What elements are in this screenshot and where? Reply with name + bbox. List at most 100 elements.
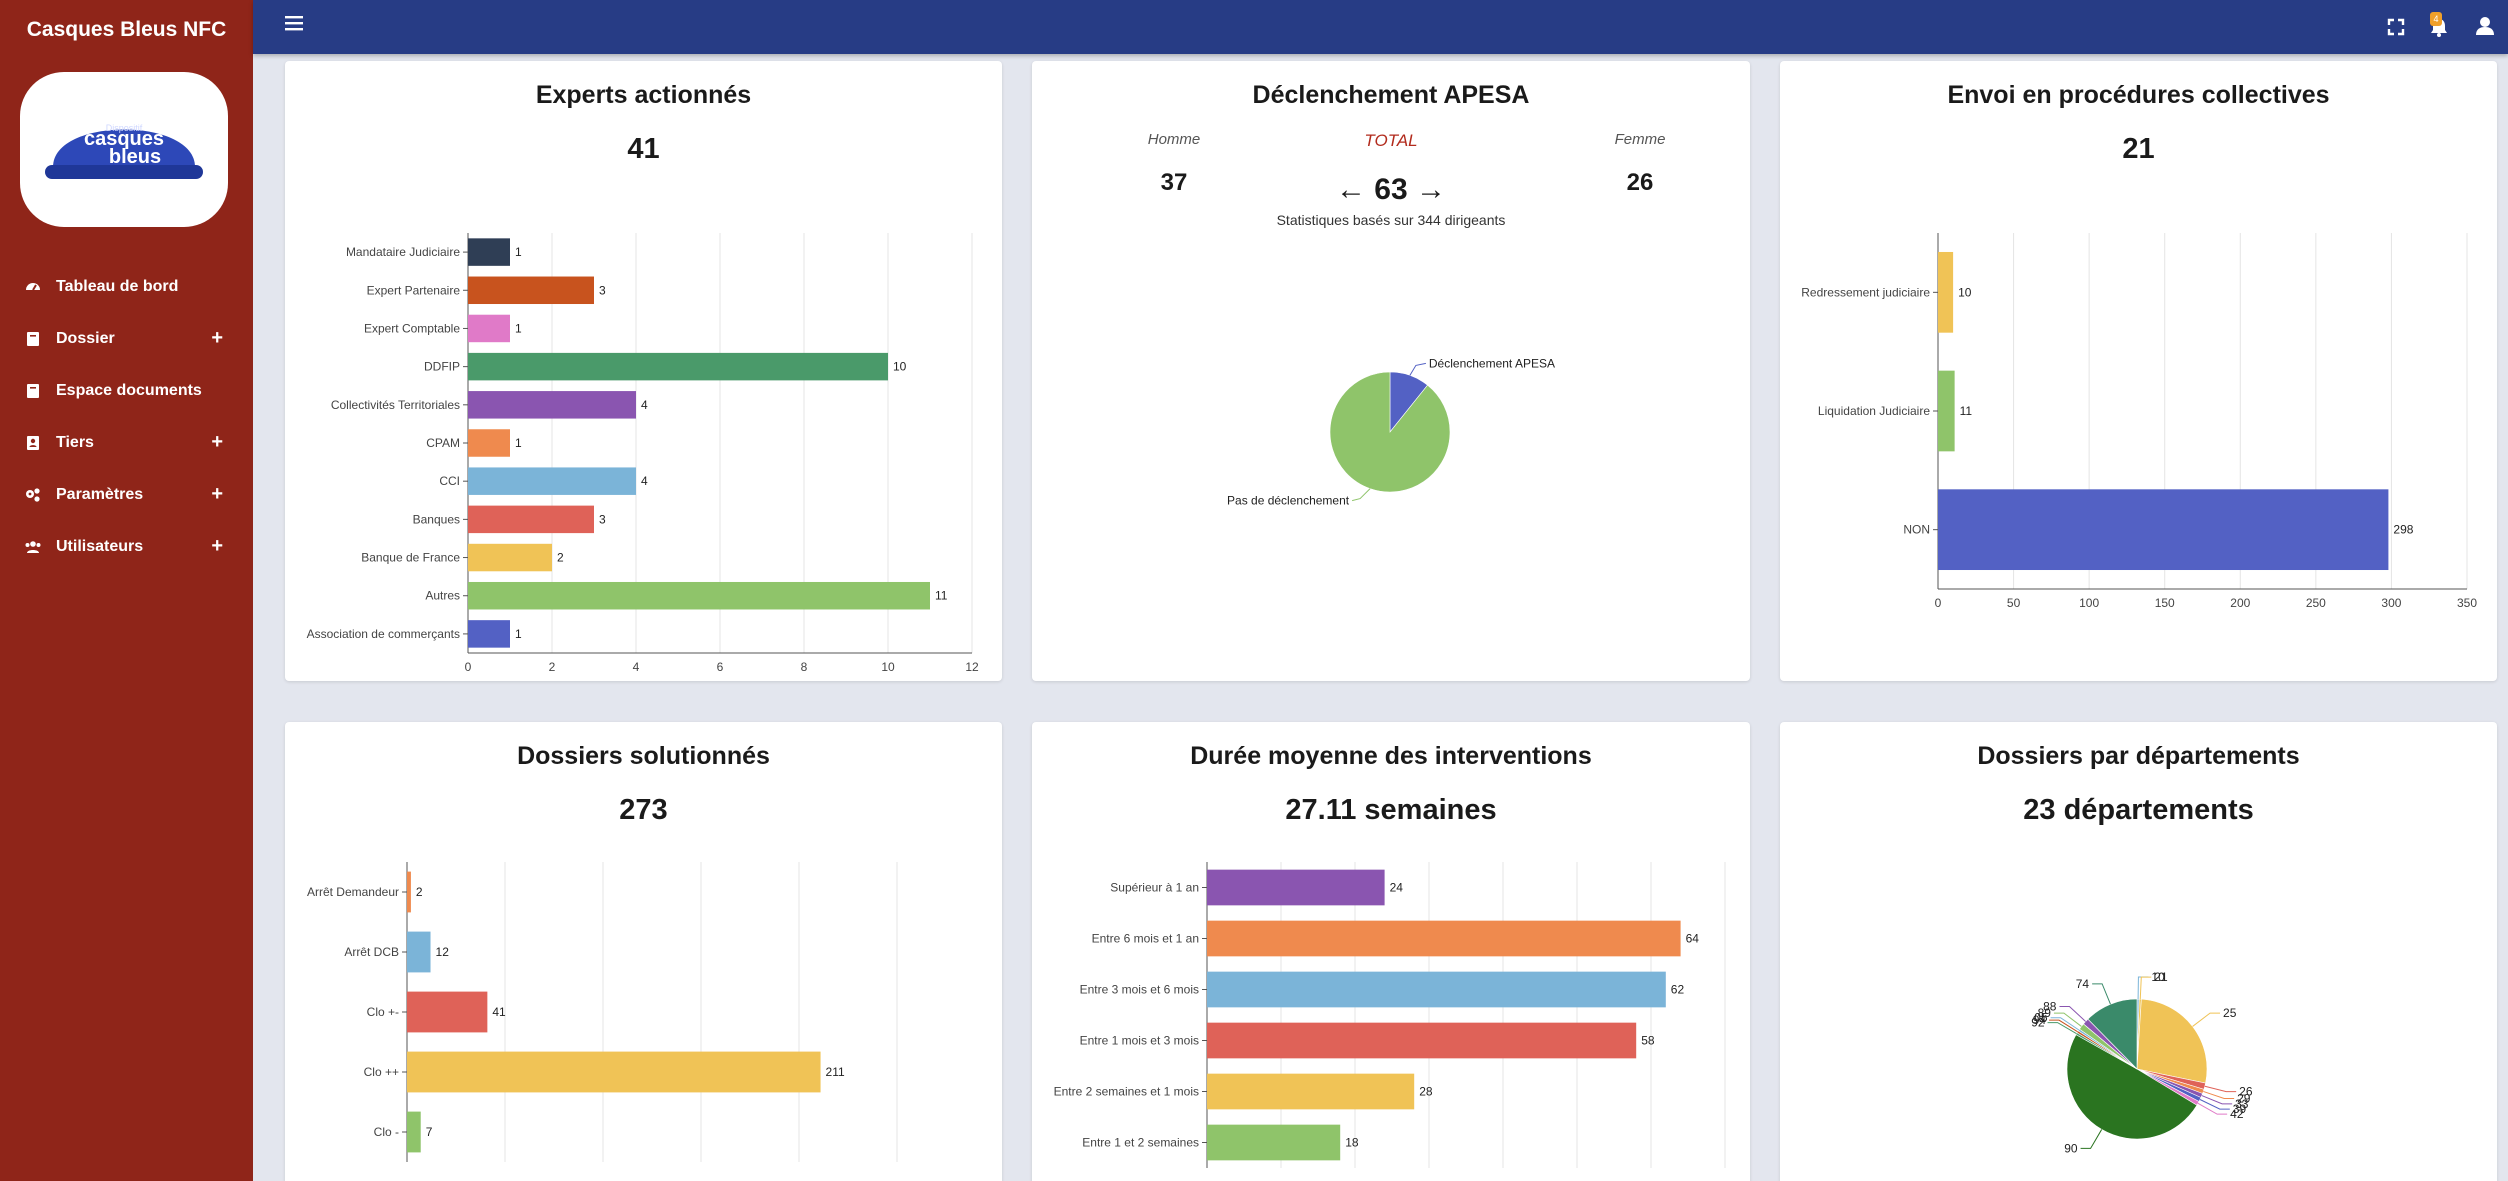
y-tick-label: Entre 1 et 2 semaines <box>1082 1136 1199 1150</box>
app-title: Casques Bleus NFC <box>26 18 227 41</box>
y-tick-label: Clo +- <box>367 1005 399 1019</box>
bar <box>1207 1022 1637 1059</box>
topbar <box>253 0 2508 54</box>
sidebar-item-espace-documents[interactable]: Espace documents <box>0 369 253 413</box>
users-icon <box>25 541 41 553</box>
bar-value-label: 7 <box>426 1125 433 1139</box>
bar <box>468 391 636 419</box>
y-tick-label: Entre 6 mois et 1 an <box>1092 932 1199 946</box>
sidebar-item-label: Espace documents <box>56 382 202 399</box>
sidebar-item-tableau-de-bord[interactable]: Tableau de bord <box>0 265 253 309</box>
hamburger-menu-icon[interactable] <box>284 14 304 32</box>
sidebar-item-label: Paramètres <box>56 486 144 503</box>
pie-label: 10 <box>2151 970 2165 984</box>
user-icon[interactable] <box>2475 16 2495 36</box>
y-tick-label: Autres <box>425 589 460 603</box>
bar-value-label: 211 <box>826 1065 845 1079</box>
expand-plus-icon[interactable]: + <box>211 431 223 453</box>
bar <box>407 1111 421 1153</box>
pie-label: 90 <box>2064 1141 2078 1155</box>
bar <box>1207 1073 1415 1110</box>
y-tick-label: Redressement judiciaire <box>1801 285 1930 299</box>
pie-label: Déclenchement APESA <box>1429 356 1555 370</box>
y-tick-label: Mandataire Judiciaire <box>346 245 460 259</box>
bar-value-label: 12 <box>436 945 450 959</box>
solutionnes-bar-chart: Arrêt Demandeur 2 Arrêt DCB 12 Clo +- 41 Clo +… <box>307 862 898 1162</box>
y-tick-label: Arrêt Demandeur <box>307 885 399 899</box>
expand-plus-icon[interactable]: + <box>211 535 223 557</box>
total-value: ← 63 → <box>1335 173 1447 206</box>
bar-value-label: 62 <box>1671 983 1685 997</box>
card-procedures: Envoi en procédures collectives 21 0 50 10… <box>1780 61 2497 681</box>
x-tick-label: 200 <box>2230 596 2250 610</box>
pie-label: 21 <box>2154 970 2168 984</box>
card-solutionnes: Dossiers solutionnés 273 Arrêt Demandeur… <box>285 722 1002 1181</box>
y-tick-label: NON <box>1903 523 1930 537</box>
pie-slice <box>1329 371 1451 493</box>
card-title: Durée moyenne des interventions <box>1190 742 1592 770</box>
expand-plus-icon[interactable]: + <box>211 483 223 505</box>
bar-value-label: 3 <box>599 283 606 297</box>
pie-leader-line <box>2080 1129 2103 1149</box>
x-tick-label: 4 <box>633 660 640 674</box>
x-tick-label: 100 <box>2079 596 2099 610</box>
card-title: Envoi en procédures collectives <box>1947 81 2330 109</box>
pie-leader-line <box>2050 1017 2080 1031</box>
bar-value-label: 4 <box>641 398 648 412</box>
bar-value-label: 64 <box>1686 932 1700 946</box>
sidebar-item-dossier[interactable]: Dossier + <box>0 317 253 361</box>
sidebar-item-label: Tiers <box>56 434 94 451</box>
duree-bar-chart: Supérieur à 1 an 24 Entre 6 mois et 1 an 64… <box>1054 862 1726 1168</box>
card-title: Dossiers par départements <box>1977 742 2300 770</box>
bar <box>468 467 636 495</box>
bar-value-label: 3 <box>599 512 606 526</box>
homme-value: 37 <box>1160 169 1188 196</box>
y-tick-label: Collectivités Territoriales <box>331 398 460 412</box>
bar-value-label: 10 <box>893 360 907 374</box>
pie-slice <box>2136 998 2208 1084</box>
sidebar-item-label: Tableau de bord <box>56 278 179 295</box>
pie-leader-line <box>2199 1099 2230 1110</box>
y-tick-label: DDFIP <box>424 360 460 374</box>
x-tick-label: 10 <box>881 660 895 674</box>
logo-small-text: Dispositif <box>106 123 143 133</box>
card-title: Experts actionnés <box>535 81 752 109</box>
pie-leader-line <box>1351 488 1371 502</box>
pie-label: 25 <box>2223 1006 2237 1020</box>
pie-label: 89 <box>2038 1006 2052 1020</box>
logo[interactable]: Dispositif casques bleus <box>20 72 228 227</box>
y-tick-label: Supérieur à 1 an <box>1110 881 1199 895</box>
pie-label: 94 <box>2033 1013 2047 1027</box>
apesa-pie-chart: Déclenchement APESA Pas de déclenchement <box>1227 356 1555 507</box>
y-tick-label: Banques <box>413 512 460 526</box>
logo-line1: casques <box>84 128 164 150</box>
pie-leader-line <box>2197 1102 2228 1115</box>
pie-leader-line <box>2139 976 2152 1000</box>
pie-leader-line <box>2204 1085 2237 1093</box>
x-tick-label: 0 <box>1935 596 1942 610</box>
sidebar-item-tiers[interactable]: Tiers + <box>0 421 253 465</box>
sidebar-item-utilisateurs[interactable]: Utilisateurs + <box>0 525 253 569</box>
card-apesa: Déclenchement APESA Homme 37 TOTAL ← 63 … <box>1032 61 1750 681</box>
y-tick-label: Expert Comptable <box>364 321 460 335</box>
pie-label: 42 <box>2230 1107 2244 1121</box>
bar-value-label: 2 <box>416 885 423 899</box>
logo-line2: bleus <box>109 146 161 168</box>
bar <box>1938 370 1955 452</box>
bar <box>1207 971 1666 1008</box>
pie-label: 88 <box>2043 1000 2057 1014</box>
pie-label: 29 <box>2237 1092 2251 1106</box>
y-tick-label: Clo - <box>374 1125 399 1139</box>
x-tick-label: 0 <box>465 660 472 674</box>
pie-label: 33 <box>2235 1097 2249 1111</box>
fullscreen-icon[interactable] <box>2387 18 2405 36</box>
bar <box>1938 251 1954 333</box>
pie-leader-line <box>2059 1006 2086 1022</box>
sidebar-item-param-tres[interactable]: Paramètres + <box>0 473 253 517</box>
y-tick-label: Association de commerçants <box>307 627 460 641</box>
sidebar-item-label: Utilisateurs <box>56 538 144 555</box>
card-value: 41 <box>627 133 660 165</box>
pie-leader-line <box>2053 1012 2082 1027</box>
expand-plus-icon[interactable]: + <box>211 327 223 349</box>
